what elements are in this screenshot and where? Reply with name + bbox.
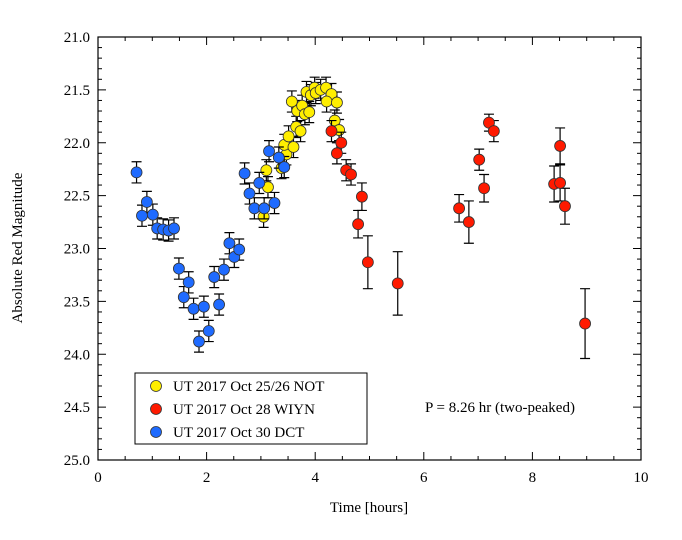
data-point <box>223 237 236 250</box>
data-point <box>272 151 285 164</box>
data-point <box>554 140 566 152</box>
x-tick-label: 0 <box>94 470 102 486</box>
data-point <box>258 202 271 215</box>
y-tick-label: 21.0 <box>64 30 90 46</box>
data-point <box>287 141 300 153</box>
legend-label: UT 2017 Oct 25/26 NOT <box>173 379 324 395</box>
y-tick-label: 24.5 <box>64 400 90 416</box>
data-point <box>182 276 195 289</box>
y-tick-label: 21.5 <box>64 83 90 99</box>
y-tick-label: 24.0 <box>64 347 90 363</box>
x-axis-label: Time [hours] <box>330 500 408 516</box>
y-tick-label: 23.0 <box>64 242 90 258</box>
data-point <box>282 130 295 143</box>
data-point <box>278 161 291 173</box>
data-point <box>213 298 225 311</box>
data-point <box>325 125 338 138</box>
data-point <box>253 177 266 189</box>
data-point <box>146 208 159 221</box>
legend-marker <box>150 403 162 415</box>
data-point <box>243 187 256 200</box>
data-point <box>355 190 368 203</box>
period-annotation: P = 8.26 hr (two-peaked) <box>425 400 575 416</box>
data-point <box>263 145 275 158</box>
y-tick-label: 23.5 <box>64 294 90 310</box>
x-tick-label: 6 <box>420 470 428 486</box>
data-point <box>218 263 230 276</box>
data-point <box>177 291 190 304</box>
legend-label: UT 2017 Oct 28 WIYN <box>173 402 315 418</box>
data-point <box>268 197 281 209</box>
data-point <box>487 125 500 138</box>
data-point <box>197 300 210 313</box>
data-point <box>335 136 348 149</box>
data-point <box>303 106 316 118</box>
data-point <box>352 218 364 231</box>
y-tick-label: 25.0 <box>64 453 90 469</box>
x-tick-label: 2 <box>203 470 211 486</box>
series-1 <box>325 113 591 360</box>
legend-box <box>134 372 368 445</box>
data-point <box>554 177 566 189</box>
data-point <box>193 335 205 348</box>
plot-frame <box>97 36 642 461</box>
data-point <box>173 262 185 275</box>
data-point <box>579 317 591 330</box>
series-0 <box>257 76 345 228</box>
data-point <box>320 95 333 108</box>
data-point <box>294 125 307 138</box>
data-point <box>140 196 153 208</box>
y-axis-label: Absolute Red Magnitude <box>10 172 26 323</box>
series-2 <box>130 140 291 353</box>
data-point <box>473 153 486 166</box>
data-point <box>478 182 490 195</box>
x-tick-label: 10 <box>634 470 649 486</box>
legend: UT 2017 Oct 25/26 NOT UT 2017 Oct 28 WIYN… <box>134 372 368 445</box>
y-tick-label: 22.5 <box>64 189 90 205</box>
data-point <box>233 243 246 256</box>
data-point <box>187 302 200 315</box>
data-point <box>345 168 357 181</box>
data-point <box>559 200 571 213</box>
legend-label: UT 2017 Oct 30 DCT <box>173 425 304 441</box>
y-tick-label: 22.0 <box>64 136 90 152</box>
legend-marker <box>150 380 162 392</box>
data-point <box>285 95 298 108</box>
data-point <box>453 202 465 215</box>
x-tick-label: 4 <box>311 470 319 486</box>
x-tick-label: 8 <box>529 470 537 486</box>
data-point <box>391 277 404 290</box>
data-point <box>331 147 343 160</box>
data-point <box>462 216 475 228</box>
data-point <box>361 256 374 269</box>
data-point <box>331 96 343 109</box>
data-point <box>202 325 215 337</box>
data-point <box>238 167 251 180</box>
data-point <box>168 222 180 235</box>
data-point <box>208 271 221 283</box>
data-point <box>248 202 261 215</box>
legend-marker <box>150 426 162 438</box>
data-point <box>130 166 143 179</box>
data-point <box>260 164 273 177</box>
data-point <box>136 209 148 222</box>
